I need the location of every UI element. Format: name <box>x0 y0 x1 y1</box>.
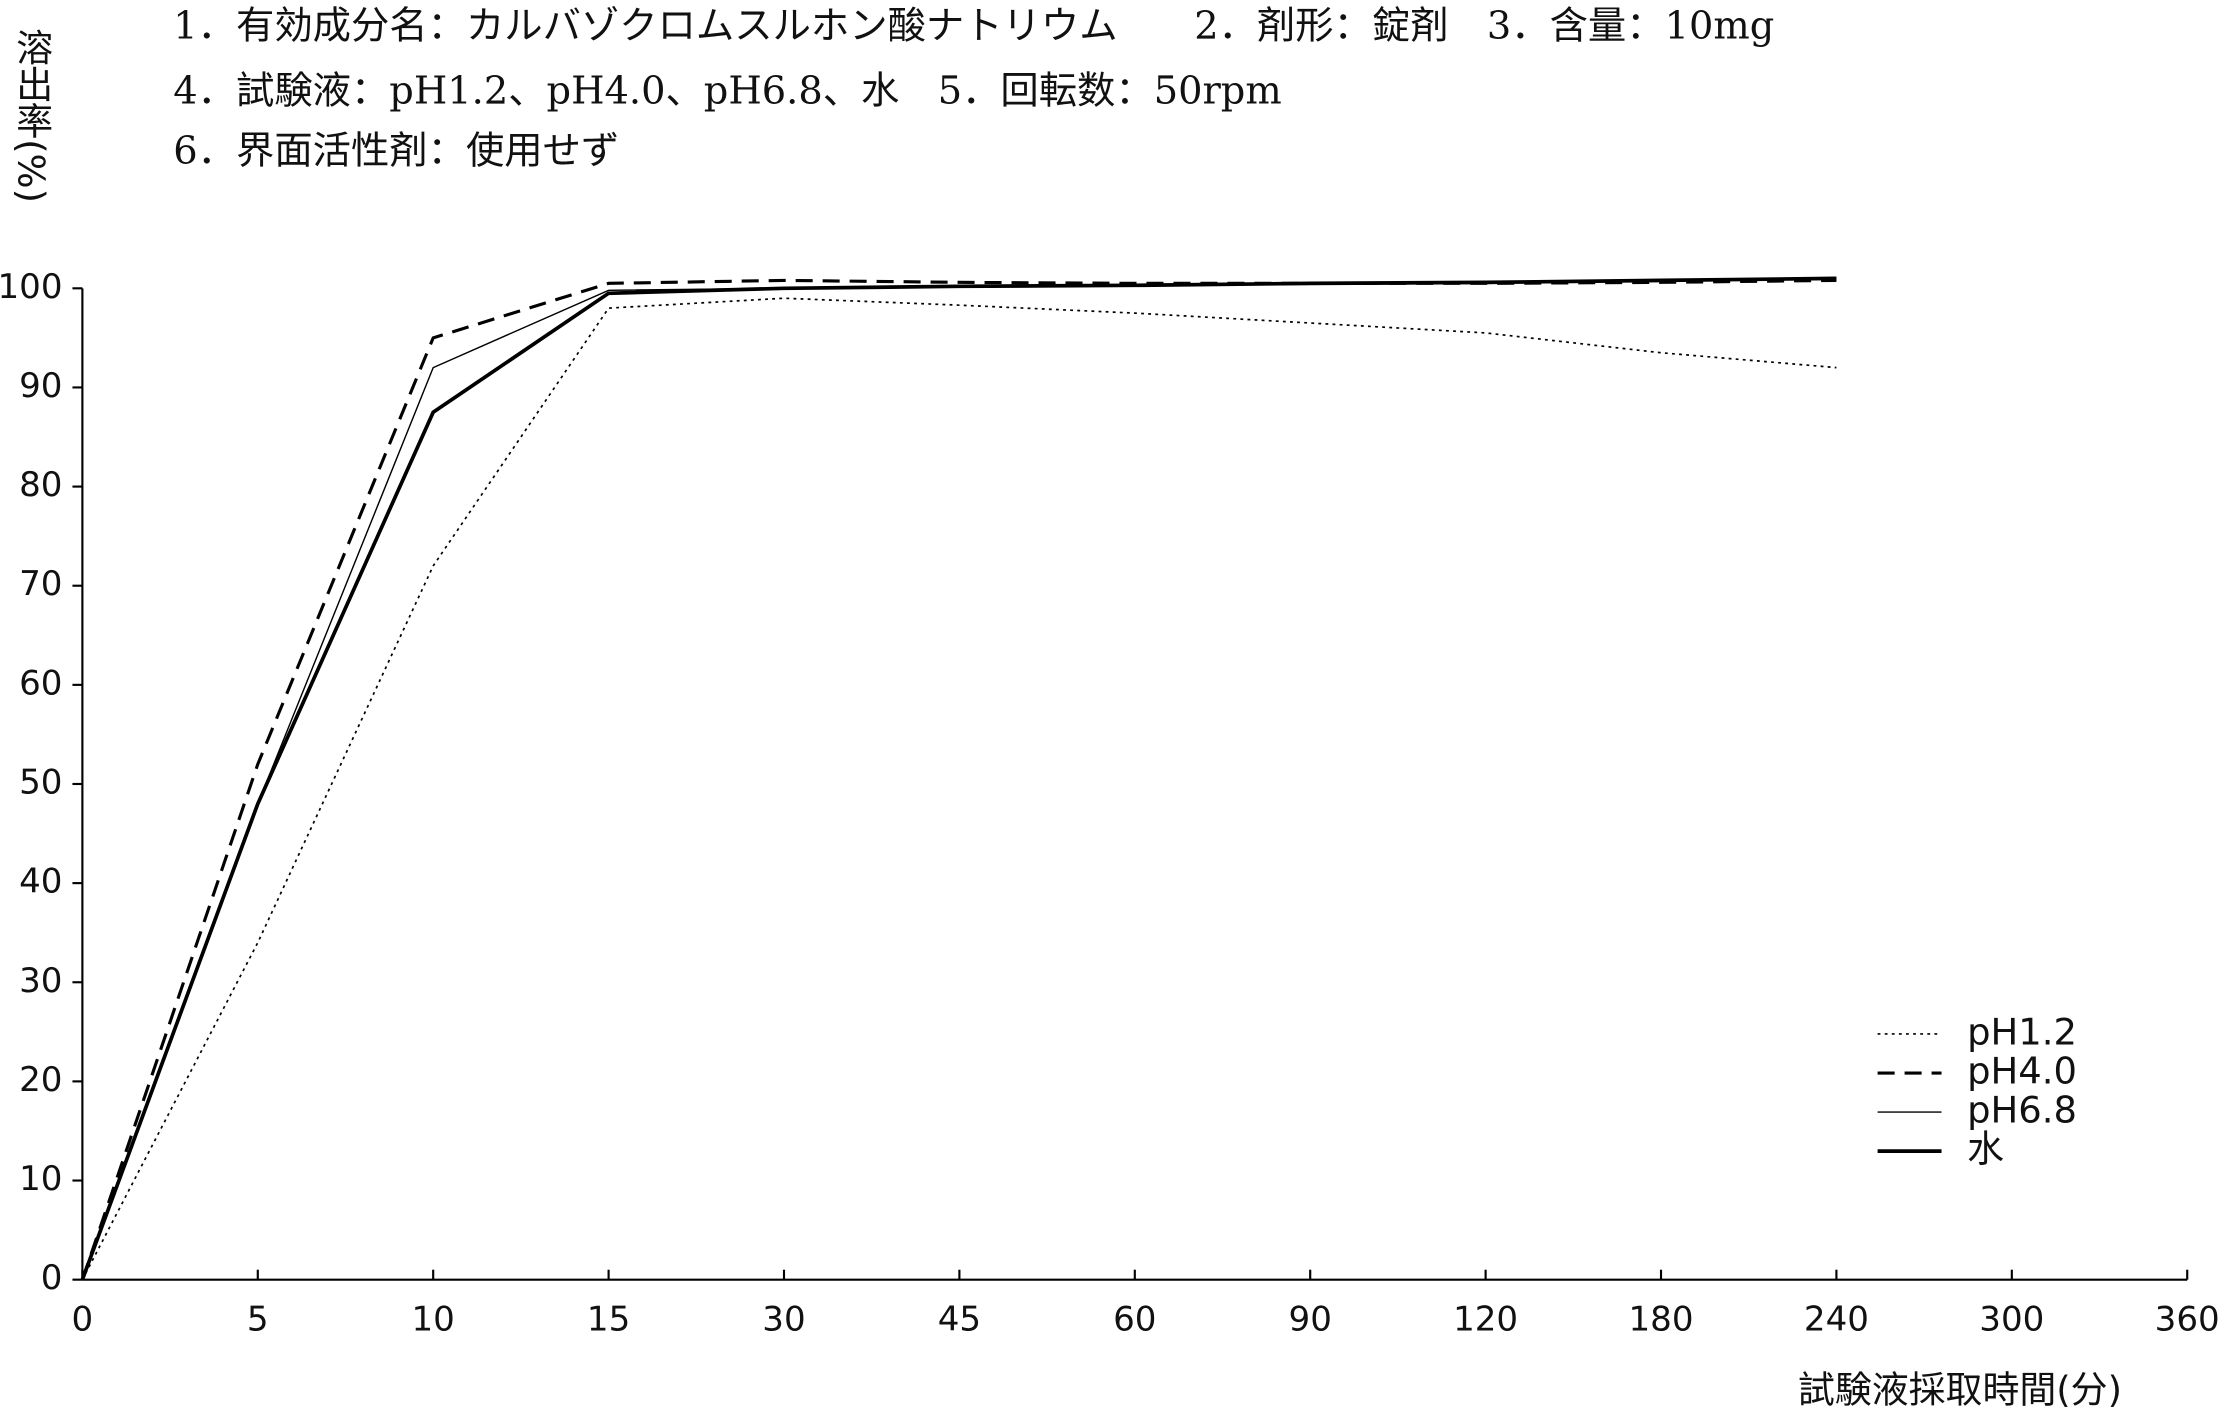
y-tick-label: 60 <box>19 663 62 703</box>
x-tick-label: 45 <box>938 1299 981 1339</box>
x-tick-label: 240 <box>1804 1299 1869 1339</box>
y-tick-label: 20 <box>19 1060 62 1100</box>
x-tick-label: 0 <box>72 1299 94 1339</box>
series-line <box>80 278 1837 1281</box>
x-tick-label: 15 <box>587 1299 630 1339</box>
legend-label: pH1.2 <box>1967 1010 2077 1053</box>
y-tick-label: 70 <box>19 564 62 604</box>
legend-label: 水 <box>1967 1128 2004 1171</box>
y-tick-label: 100 <box>0 267 63 307</box>
note: 4．試験液：pH1.2、pH4.0、pH6.8、水 5．回転数：50rpm <box>173 69 1281 114</box>
y-tick-label: 30 <box>19 961 62 1001</box>
x-tick-label: 30 <box>762 1299 805 1339</box>
series-line <box>81 277 1837 1280</box>
x-tick-label: 360 <box>2155 1299 2220 1339</box>
note: 1．有効成分名：カルバゾクロムスルホン酸ナトリウム 2．剤形：錠剤 3．含量：1… <box>173 3 1774 48</box>
x-tick-label: 90 <box>1289 1299 1332 1339</box>
series-line <box>80 276 1837 1281</box>
x-tick-label: 120 <box>1453 1299 1518 1339</box>
y-axis-label: 溶出率(%) <box>10 28 53 203</box>
y-tick-label: 50 <box>19 762 62 802</box>
x-axis-label: 試験液採取時間(分) <box>1798 1368 2122 1411</box>
x-tick-label: 10 <box>412 1299 455 1339</box>
note: 6．界面活性剤：使用せず <box>173 128 619 173</box>
y-tick-label: 80 <box>19 465 62 505</box>
x-tick-label: 60 <box>1113 1299 1156 1339</box>
y-tick-label: 40 <box>19 862 62 902</box>
x-tick-label: 180 <box>1628 1299 1693 1339</box>
legend-label: pH6.8 <box>1967 1089 2077 1132</box>
y-tick-label: 10 <box>19 1159 62 1199</box>
legend-label: pH4.0 <box>1967 1050 2077 1093</box>
x-tick-label: 300 <box>1979 1299 2044 1339</box>
x-tick-label: 5 <box>247 1299 269 1339</box>
y-tick-label: 90 <box>19 366 62 406</box>
series-line <box>81 297 1837 1281</box>
y-tick-label: 0 <box>41 1258 63 1298</box>
